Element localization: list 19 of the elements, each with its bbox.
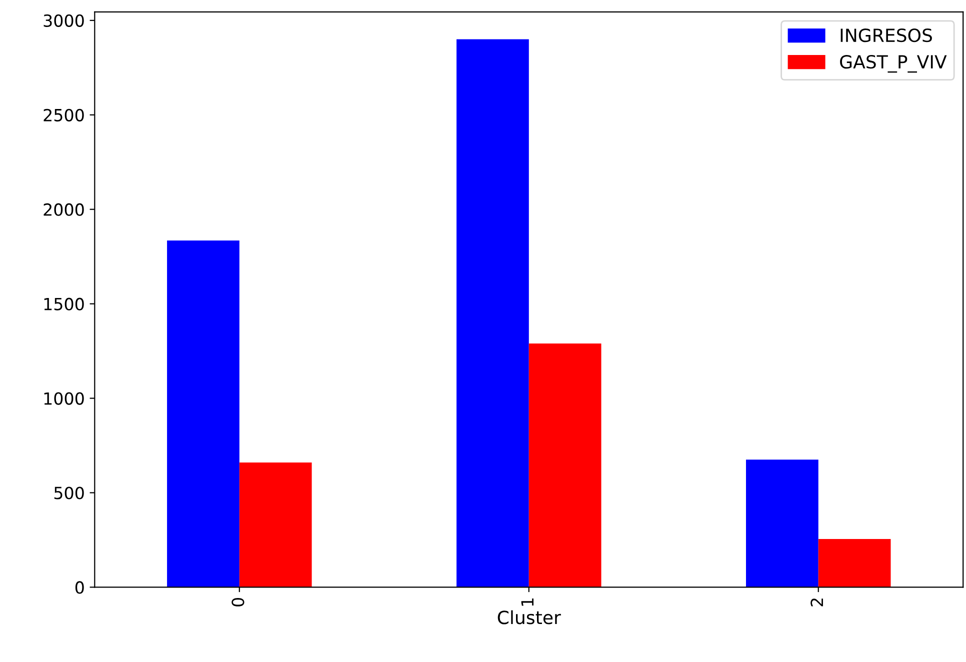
- y-tick-label: 1500: [44, 298, 84, 310]
- x-axis-title: Cluster: [498, 610, 561, 624]
- y-tick-label: 0: [75, 581, 84, 594]
- y-tick-label: 2000: [44, 203, 84, 216]
- bar: [818, 539, 891, 588]
- bar: [456, 39, 529, 588]
- bar: [746, 460, 818, 588]
- bar: [528, 343, 602, 588]
- x-tick-label: 1: [521, 598, 534, 606]
- bar: [239, 462, 312, 588]
- bar: [167, 240, 240, 588]
- x-tick-label: 2: [810, 598, 823, 606]
- y-tick-label: 3000: [44, 14, 84, 27]
- x-tick-label: 0: [232, 598, 244, 606]
- y-tick-label: 2500: [44, 108, 84, 122]
- y-tick-label: 500: [54, 486, 84, 500]
- legend-label: GAST_P_VIV: [840, 54, 947, 73]
- y-tick-label: 1000: [44, 392, 84, 405]
- legend-label: INGRESOS: [840, 28, 932, 42]
